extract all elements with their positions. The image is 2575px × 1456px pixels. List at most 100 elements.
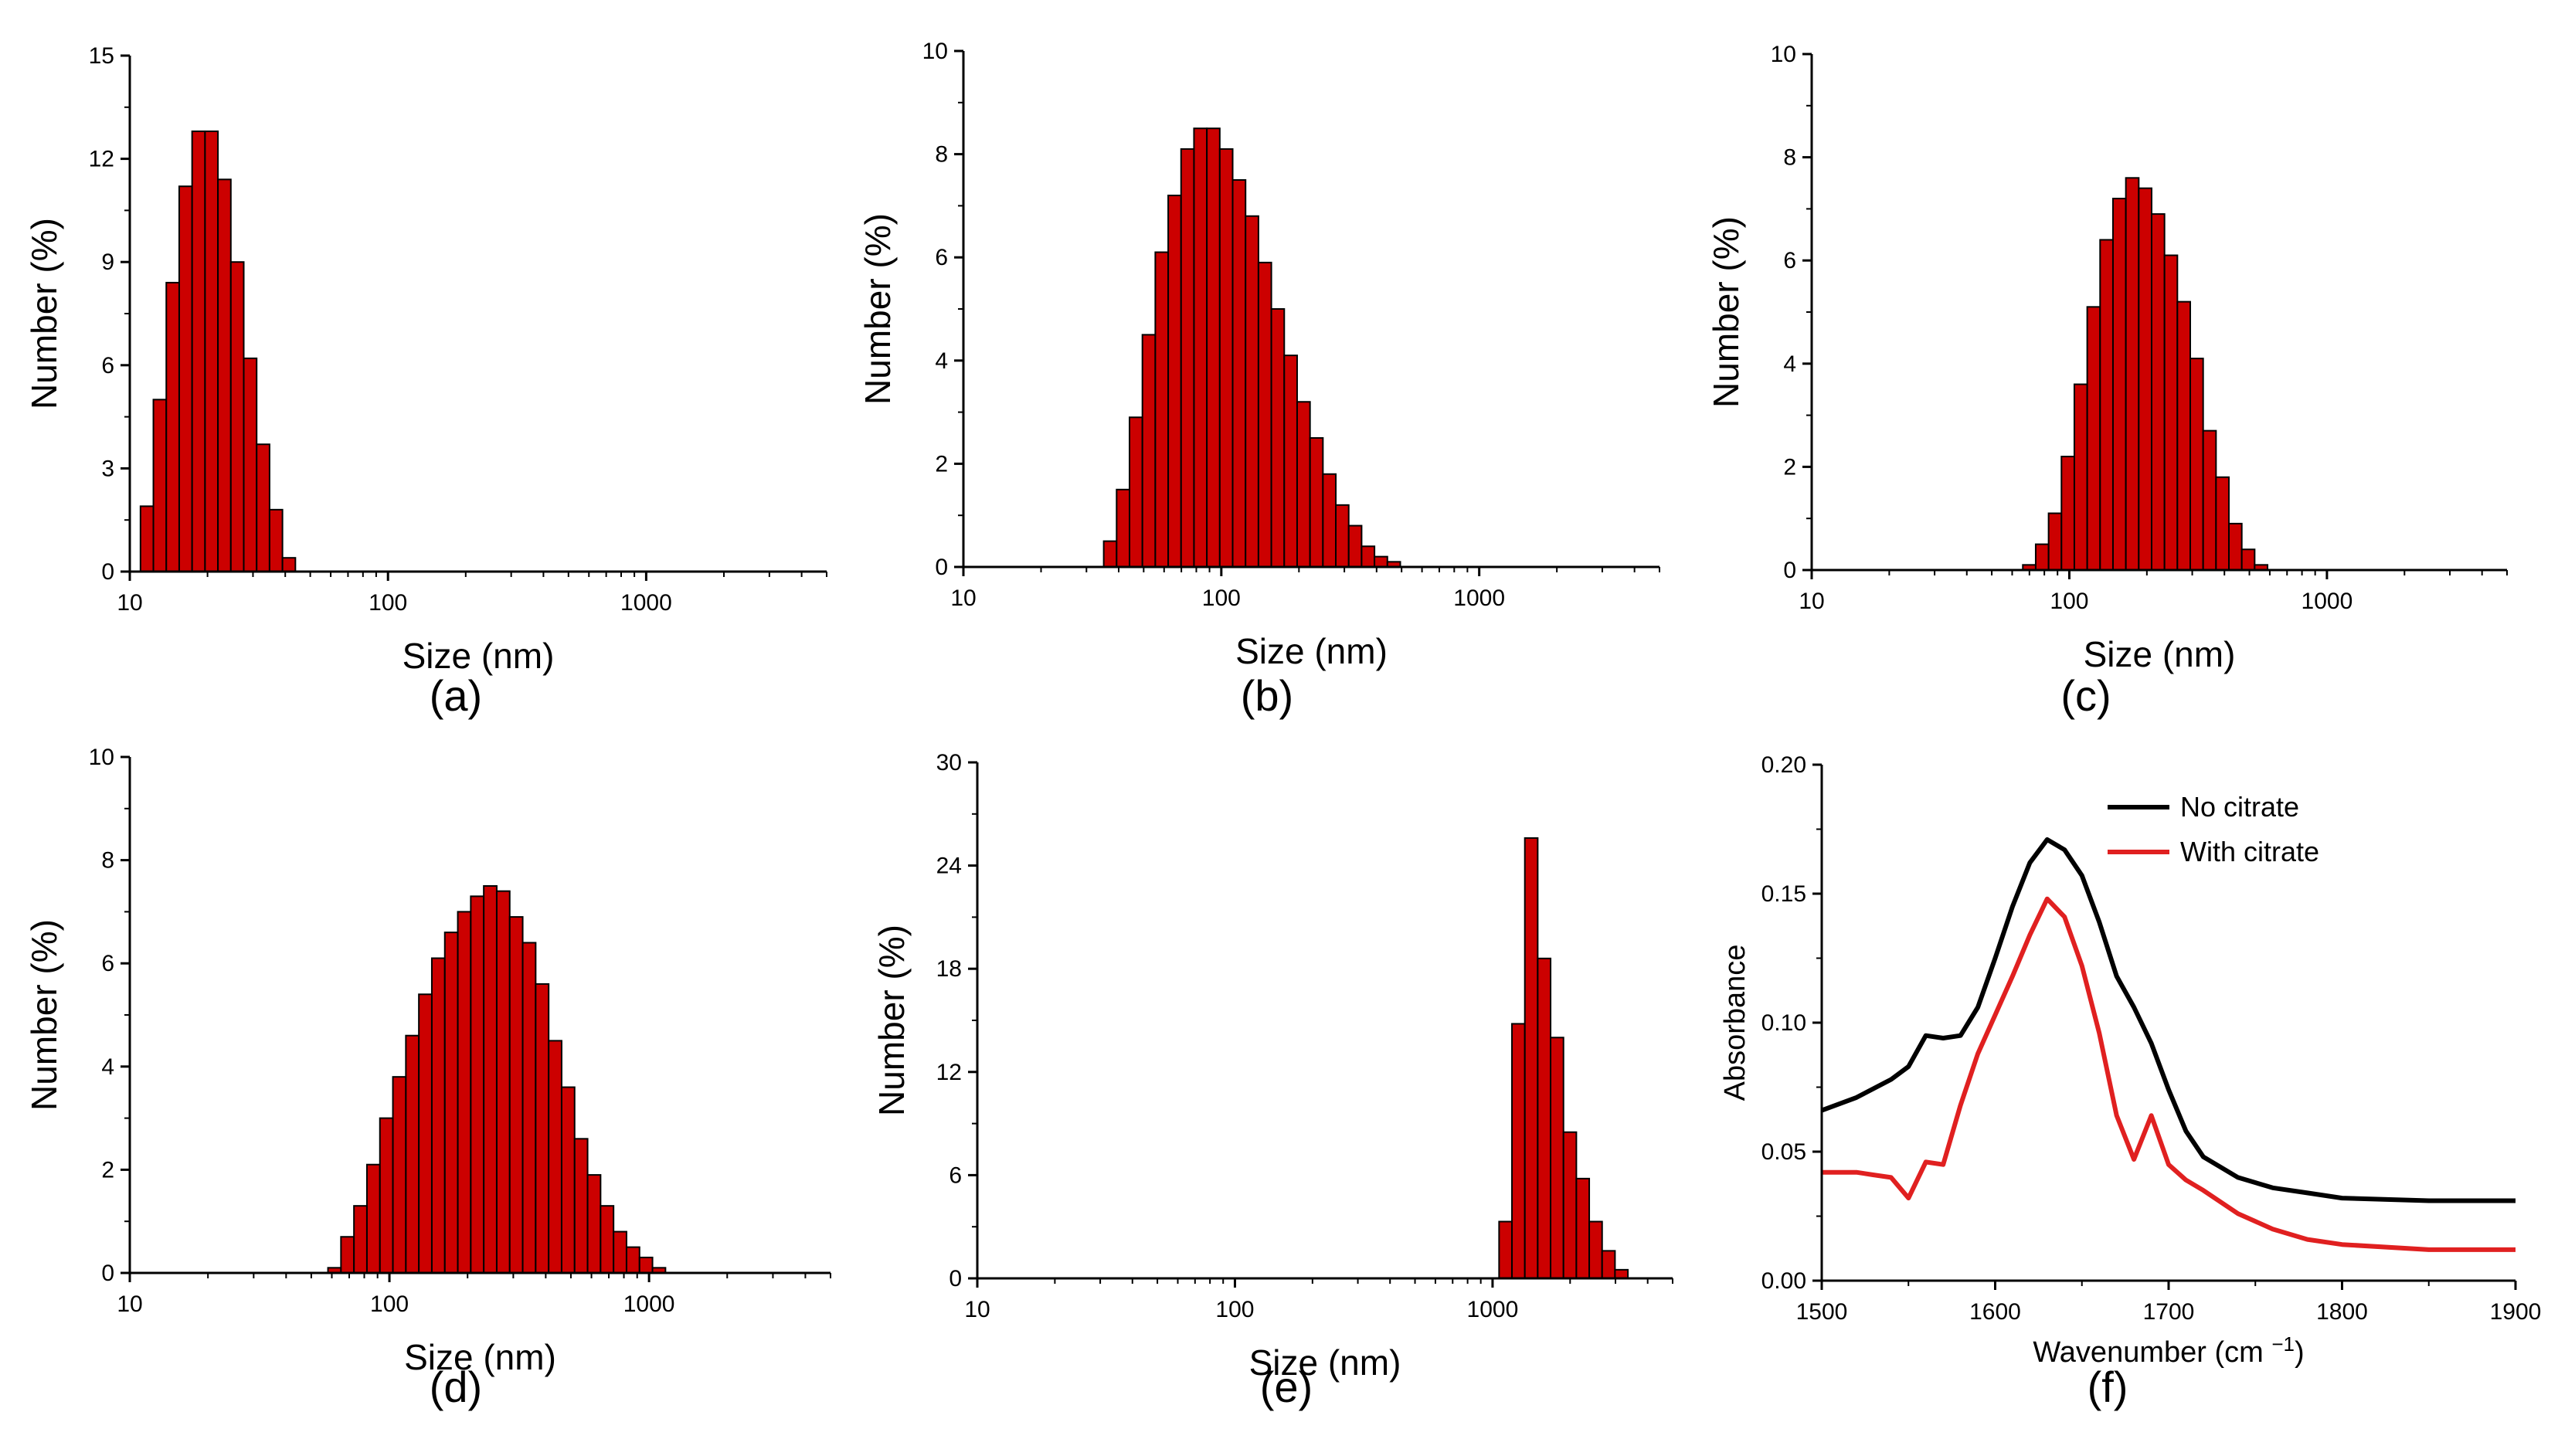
chart-panel-d: 0 2 4 6 8 10 10 100 1000 Number (%) (d)Size (nm): [24, 745, 831, 1411]
histogram-bar: [2202, 429, 2217, 572]
histogram-bar: [268, 508, 284, 573]
legend-label: With citrate: [2180, 836, 2319, 867]
histogram-bar: [548, 1040, 562, 1274]
x-tick-label: 1800: [2316, 1299, 2368, 1325]
histogram-bar: [1116, 488, 1131, 568]
histogram-bar: [1498, 1220, 1513, 1280]
histogram-bar: [217, 178, 232, 572]
histogram-bar: [2215, 476, 2230, 572]
histogram-bar: [535, 983, 550, 1274]
series-line-no-citrate: [1820, 837, 2516, 1203]
histogram-bar: [139, 505, 155, 572]
histogram-bar: [1270, 308, 1286, 568]
histogram-bar: [165, 281, 180, 572]
y-tick-label: 18: [936, 956, 962, 982]
histogram-bar: [483, 885, 498, 1274]
histogram-bar: [457, 911, 472, 1274]
y-tick-label: 9: [101, 249, 114, 275]
x-tick-label: 10: [117, 590, 142, 616]
y-tick-label: 0.00: [1761, 1268, 1806, 1294]
chart-panel-a: 0 3 6 9 12 15 10 100 1000 Number (%) (a)Size (nm): [24, 43, 827, 720]
legend-label: No citrate: [2180, 791, 2299, 823]
histogram-bar: [1614, 1268, 1629, 1280]
histogram-bar: [2125, 177, 2140, 571]
histogram-bar: [1206, 127, 1221, 568]
histogram-bar: [1601, 1250, 1616, 1279]
y-tick-label: 15: [89, 43, 114, 69]
y-tick-label: 0: [1783, 558, 1796, 583]
histogram-bar: [1154, 251, 1170, 568]
histogram-bar: [204, 130, 219, 572]
histogram-bar: [1374, 555, 1388, 568]
histogram-bar: [2073, 383, 2088, 571]
y-tick-label: 30: [936, 750, 962, 776]
histogram-bar: [495, 890, 511, 1274]
histogram-bar: [1335, 504, 1350, 568]
histogram-bar: [2163, 254, 2179, 571]
histogram-bar: [2034, 543, 2050, 571]
y-tick-label: 8: [1783, 145, 1796, 171]
histogram-bar: [1245, 215, 1259, 568]
x-tick-label: 10: [964, 1297, 990, 1322]
chart-panel-b: 0 2 4 6 8 10 10 100 1000 Number (%) (b)Size (nm): [858, 39, 1660, 720]
histogram-bar: [2111, 198, 2127, 571]
x-tick-label: 1700: [2143, 1299, 2195, 1325]
histogram-bar: [1588, 1220, 1603, 1280]
histogram-bar: [2150, 213, 2166, 571]
histogram-bar: [1550, 1037, 1564, 1280]
y-tick-label: 10: [89, 745, 114, 770]
panel-label: (a): [430, 671, 482, 720]
y-tick-label: 6: [1783, 248, 1796, 273]
histogram-bar: [229, 261, 245, 572]
x-tick-label: 10: [117, 1291, 142, 1317]
x-tick-label: 100: [1202, 585, 1241, 611]
histogram-bar: [1296, 401, 1311, 568]
histogram-bar: [1309, 437, 1324, 568]
histogram-bar: [392, 1076, 407, 1274]
histogram-bar: [1231, 179, 1247, 568]
x-tick-label: 100: [370, 1291, 409, 1317]
x-tick-label: 1000: [2302, 589, 2353, 614]
x-axis-title: Size (nm): [404, 1337, 556, 1377]
histogram-bar: [379, 1117, 394, 1274]
x-tick-label: 100: [369, 590, 407, 616]
x-tick-label: 1000: [620, 590, 672, 616]
y-tick-label: 10: [922, 39, 948, 64]
histogram-bar: [1141, 334, 1157, 568]
x-tick-label: 1000: [623, 1291, 675, 1317]
y-tick-label: 2: [101, 1157, 114, 1183]
y-axis-title: Absorbance: [1719, 945, 1751, 1101]
histogram-bar: [178, 185, 193, 573]
x-axis-title: Size (nm): [403, 636, 555, 676]
histogram-bar: [586, 1174, 602, 1274]
histogram-bar: [1524, 837, 1539, 1280]
panel-label: (e): [1260, 1363, 1313, 1411]
histogram-bar: [1257, 261, 1272, 568]
y-tick-label: 0.05: [1761, 1139, 1806, 1165]
histogram-bar: [2060, 456, 2075, 571]
histogram-bar: [1537, 957, 1552, 1279]
histogram-bar: [2099, 239, 2114, 571]
y-tick-label: 0.20: [1761, 752, 1806, 778]
y-tick-label: 0.10: [1761, 1010, 1806, 1036]
x-axis-title: Size (nm): [2084, 634, 2236, 674]
y-tick-label: 24: [936, 854, 962, 879]
y-tick-label: 2: [1783, 454, 1796, 480]
y-axis-title: Number (%): [24, 919, 64, 1111]
legend: No citrate With citrate: [2108, 791, 2319, 867]
histogram-bar: [560, 1086, 576, 1274]
y-tick-label: 4: [935, 348, 948, 374]
histogram-bar: [353, 1205, 368, 1274]
x-tick-label: 1600: [1969, 1299, 2021, 1325]
histogram-bar: [638, 1256, 654, 1274]
x-axis-title: Size (nm): [1249, 1342, 1401, 1383]
histogram-bar: [2228, 522, 2243, 572]
histogram-bar: [405, 1034, 420, 1274]
histogram-bar: [152, 399, 168, 572]
histogram-bar: [613, 1230, 627, 1274]
histogram-bar: [2240, 548, 2256, 572]
y-tick-label: 6: [935, 245, 948, 270]
panel-label: (b): [1241, 671, 1293, 720]
x-tick-label: 1000: [1467, 1297, 1519, 1322]
y-tick-label: 12: [89, 147, 114, 172]
